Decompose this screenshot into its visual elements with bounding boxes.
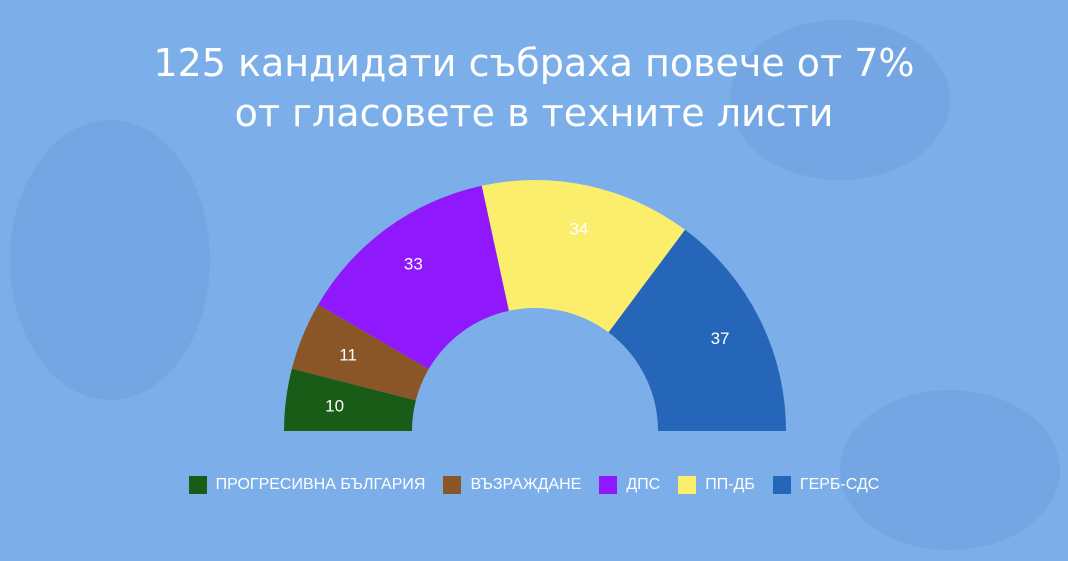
hand-shape-bottom-right — [840, 390, 1060, 550]
hand-shape-left — [10, 120, 210, 400]
legend-swatch — [772, 476, 791, 494]
legend-label: ГЕРБ-СДС — [799, 476, 880, 493]
slice-4 — [608, 229, 786, 431]
slice-0 — [284, 368, 416, 431]
legend-label: ПРОГРЕСИВНА БЪЛГАРИЯ — [215, 476, 426, 493]
legend-label: ПП-ДБ — [705, 476, 755, 493]
legend-item: ВЪЗРАЖДАНЕ — [443, 476, 581, 494]
data-label-1: 11 — [339, 345, 357, 364]
legend-item: ПРОГРЕСИВНА БЪЛГАРИЯ — [188, 476, 426, 494]
legend: ПРОГРЕСИВНА БЪЛГАРИЯ ВЪЗРАЖДАНЕ ДПС ПП-ДБ ГЕ… — [0, 476, 1068, 494]
data-label-3: 34 — [569, 220, 588, 239]
legend-swatch — [443, 476, 462, 494]
slice-3 — [481, 180, 686, 333]
legend-item: ПП-ДБ — [678, 476, 755, 494]
legend-swatch — [599, 476, 618, 494]
data-label-4: 37 — [711, 329, 730, 348]
data-label-2: 33 — [404, 255, 423, 274]
legend-swatch — [188, 476, 207, 494]
title-line-2: от гласовете в техните листи — [234, 91, 834, 135]
legend-swatch — [678, 476, 697, 494]
legend-label: ВЪЗРАЖДАНЕ — [470, 476, 582, 493]
chart-title: 125 кандидати събраха повече от 7% от гл… — [0, 38, 1068, 138]
slice-2 — [318, 185, 509, 370]
legend-item: ГЕРБ-СДС — [772, 476, 880, 494]
title-line-1: 125 кандидати събраха повече от 7% — [153, 41, 915, 85]
slice-1 — [291, 304, 429, 401]
hand-shape-top-right — [730, 20, 950, 180]
legend-label: ДПС — [626, 476, 661, 493]
data-label-0: 10 — [325, 397, 344, 416]
legend-item: ДПС — [599, 476, 660, 494]
